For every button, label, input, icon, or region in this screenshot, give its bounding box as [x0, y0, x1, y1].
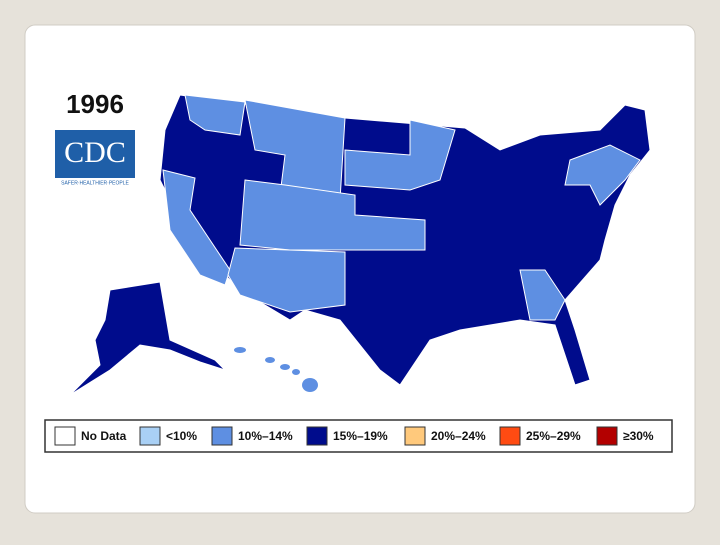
- logo-tagline: SAFER·HEALTHIER·PEOPLE: [61, 180, 129, 186]
- legend-label: 10%–14%: [238, 429, 293, 443]
- states-medium: [227, 247, 346, 313]
- legend-label: ≥30%: [623, 429, 654, 443]
- legend-label: <10%: [166, 429, 197, 443]
- legend-swatch: [211, 426, 233, 446]
- legend-label: 20%–24%: [431, 429, 486, 443]
- logo-box: [55, 130, 135, 178]
- legend-swatch: [404, 426, 426, 446]
- cdc-logo: CDC SAFER·HEALTHIER·PEOPLE: [55, 130, 135, 186]
- legend-label: 25%–29%: [526, 429, 581, 443]
- states-medium: [344, 119, 456, 191]
- year: 1996: [66, 89, 124, 119]
- legend-label: 15%–19%: [333, 429, 388, 443]
- legend-swatch: [54, 426, 76, 446]
- hawaii: [234, 347, 318, 392]
- us-map: [69, 94, 651, 396]
- legend: No Data <10% 10%–14% 15%–19% 20%–24% 25%–29% ≥…: [54, 426, 654, 446]
- legend-swatch: [139, 426, 161, 446]
- logo-text: CDC: [64, 136, 126, 169]
- legend-swatch: [596, 426, 618, 446]
- states-medium: [162, 169, 231, 286]
- legend-swatch: [499, 426, 521, 446]
- states-medium: [564, 144, 641, 206]
- states-medium: [184, 94, 246, 136]
- alaska: [69, 281, 226, 396]
- legend-label: No Data: [81, 429, 127, 443]
- states-medium: [239, 179, 426, 251]
- legend-swatch: [306, 426, 328, 446]
- states-medium: [519, 269, 566, 321]
